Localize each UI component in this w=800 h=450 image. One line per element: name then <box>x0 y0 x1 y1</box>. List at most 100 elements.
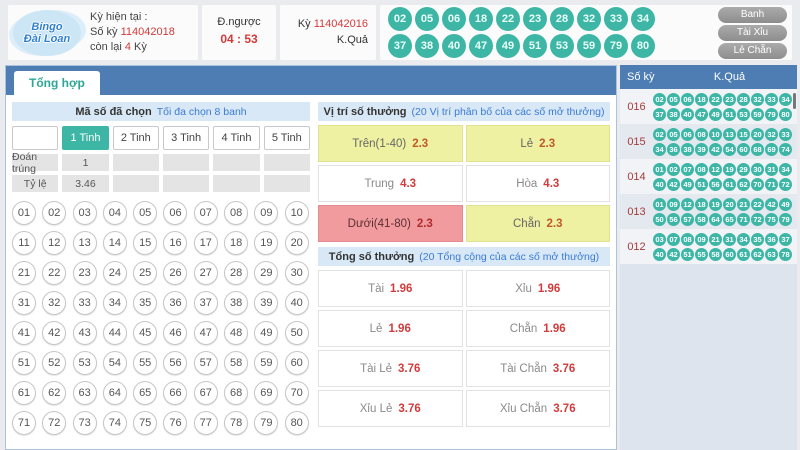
number-ball[interactable]: 76 <box>163 411 188 435</box>
number-ball[interactable]: 72 <box>42 411 67 435</box>
number-ball[interactable]: 36 <box>163 291 188 315</box>
tinh-tab-2[interactable]: 2 Tinh <box>112 126 159 150</box>
number-ball[interactable]: 35 <box>133 291 158 315</box>
number-ball[interactable]: 30 <box>284 261 309 285</box>
number-ball[interactable]: 79 <box>254 411 279 435</box>
number-ball[interactable]: 22 <box>42 261 67 285</box>
number-ball[interactable]: 38 <box>224 291 249 315</box>
number-ball[interactable]: 47 <box>193 321 218 345</box>
number-ball[interactable]: 14 <box>102 231 127 255</box>
header-button-le-chan[interactable]: Lẻ Chẵn <box>718 42 787 59</box>
number-ball[interactable]: 66 <box>163 381 188 405</box>
number-ball[interactable]: 25 <box>133 261 158 285</box>
position-bet-cell[interactable]: Trung 4.3 <box>318 165 463 202</box>
number-ball[interactable]: 02 <box>42 201 67 225</box>
number-ball[interactable]: 60 <box>284 351 309 375</box>
number-ball[interactable]: 80 <box>284 411 309 435</box>
number-ball[interactable]: 70 <box>284 381 309 405</box>
number-ball[interactable]: 78 <box>224 411 249 435</box>
number-ball[interactable]: 49 <box>254 321 279 345</box>
number-ball[interactable]: 04 <box>102 201 127 225</box>
header-button-tai-xiu[interactable]: Tài Xỉu <box>718 24 787 41</box>
number-ball[interactable]: 73 <box>72 411 97 435</box>
number-ball[interactable]: 63 <box>72 381 97 405</box>
number-ball[interactable]: 10 <box>284 201 309 225</box>
number-ball[interactable]: 19 <box>254 231 279 255</box>
number-ball[interactable]: 74 <box>102 411 127 435</box>
position-bet-cell[interactable]: Trên(1-40) 2.3 <box>318 125 463 162</box>
number-ball[interactable]: 23 <box>72 261 97 285</box>
position-bet-cell[interactable]: Lẻ 2.3 <box>465 125 610 162</box>
position-bet-cell[interactable]: Hòa 4.3 <box>465 165 610 202</box>
number-ball[interactable]: 32 <box>42 291 67 315</box>
number-ball[interactable]: 06 <box>163 201 188 225</box>
number-ball[interactable]: 39 <box>254 291 279 315</box>
number-ball[interactable]: 13 <box>72 231 97 255</box>
number-ball[interactable]: 67 <box>193 381 218 405</box>
number-ball[interactable]: 52 <box>42 351 67 375</box>
number-ball[interactable]: 16 <box>163 231 188 255</box>
number-ball[interactable]: 01 <box>12 201 36 225</box>
total-bet-cell[interactable]: Tài 1.96 <box>318 270 463 307</box>
number-ball[interactable]: 48 <box>224 321 249 345</box>
number-ball[interactable]: 71 <box>12 411 36 435</box>
total-bet-cell[interactable]: Tài Lẻ 3.76 <box>318 350 463 387</box>
number-ball[interactable]: 07 <box>193 201 218 225</box>
number-ball[interactable]: 15 <box>133 231 158 255</box>
number-ball[interactable]: 12 <box>42 231 67 255</box>
total-bet-cell[interactable]: Tài Chẵn 3.76 <box>465 350 610 387</box>
number-ball[interactable]: 26 <box>163 261 188 285</box>
number-ball[interactable]: 29 <box>254 261 279 285</box>
number-ball[interactable]: 64 <box>102 381 127 405</box>
number-ball[interactable]: 37 <box>193 291 218 315</box>
number-ball[interactable]: 65 <box>133 381 158 405</box>
total-bet-cell[interactable]: Xỉu Lẻ 3.76 <box>318 390 463 427</box>
total-bet-cell[interactable]: Chẵn 1.96 <box>465 310 610 347</box>
header-button-banh[interactable]: Banh <box>718 6 787 23</box>
number-ball[interactable]: 44 <box>102 321 127 345</box>
number-ball[interactable]: 41 <box>12 321 36 345</box>
number-ball[interactable]: 20 <box>284 231 309 255</box>
number-ball[interactable]: 57 <box>193 351 218 375</box>
tab-tong-hop[interactable]: Tổng hợp <box>14 71 100 95</box>
number-ball[interactable]: 33 <box>72 291 97 315</box>
number-ball[interactable]: 40 <box>284 291 309 315</box>
tinh-tab-4[interactable]: 4 Tinh <box>213 126 260 150</box>
total-bet-cell[interactable]: Xỉu 1.96 <box>465 270 610 307</box>
position-bet-cell[interactable]: Chẵn 2.3 <box>465 205 610 242</box>
number-ball[interactable]: 42 <box>42 321 67 345</box>
number-ball[interactable]: 61 <box>12 381 36 405</box>
number-ball[interactable]: 09 <box>254 201 279 225</box>
number-ball[interactable]: 24 <box>102 261 127 285</box>
number-ball[interactable]: 55 <box>133 351 158 375</box>
number-ball[interactable]: 08 <box>224 201 249 225</box>
tinh-tab-3[interactable]: 3 Tinh <box>162 126 210 150</box>
history-scrollbar[interactable] <box>793 93 796 109</box>
number-ball[interactable]: 28 <box>224 261 249 285</box>
number-ball[interactable]: 17 <box>193 231 218 255</box>
number-ball[interactable]: 69 <box>254 381 279 405</box>
tinh-tab-1[interactable]: 1 Tinh <box>62 126 109 150</box>
number-ball[interactable]: 51 <box>12 351 36 375</box>
tinh-tab-5[interactable]: 5 Tinh <box>263 126 310 150</box>
number-ball[interactable]: 54 <box>102 351 127 375</box>
total-bet-cell[interactable]: Xỉu Chẵn 3.76 <box>465 390 610 427</box>
number-ball[interactable]: 59 <box>254 351 279 375</box>
number-ball[interactable]: 50 <box>284 321 309 345</box>
number-ball[interactable]: 45 <box>133 321 158 345</box>
number-ball[interactable]: 46 <box>163 321 188 345</box>
number-ball[interactable]: 75 <box>133 411 158 435</box>
number-ball[interactable]: 77 <box>193 411 218 435</box>
number-ball[interactable]: 03 <box>72 201 97 225</box>
total-bet-cell[interactable]: Lẻ 1.96 <box>318 310 463 347</box>
number-ball[interactable]: 05 <box>133 201 158 225</box>
number-ball[interactable]: 18 <box>224 231 249 255</box>
number-ball[interactable]: 34 <box>102 291 127 315</box>
position-bet-cell[interactable]: Dưới(41-80) 2.3 <box>318 205 463 242</box>
number-ball[interactable]: 21 <box>12 261 36 285</box>
number-ball[interactable]: 56 <box>163 351 188 375</box>
number-ball[interactable]: 58 <box>224 351 249 375</box>
number-ball[interactable]: 31 <box>12 291 36 315</box>
number-ball[interactable]: 68 <box>224 381 249 405</box>
number-ball[interactable]: 27 <box>193 261 218 285</box>
